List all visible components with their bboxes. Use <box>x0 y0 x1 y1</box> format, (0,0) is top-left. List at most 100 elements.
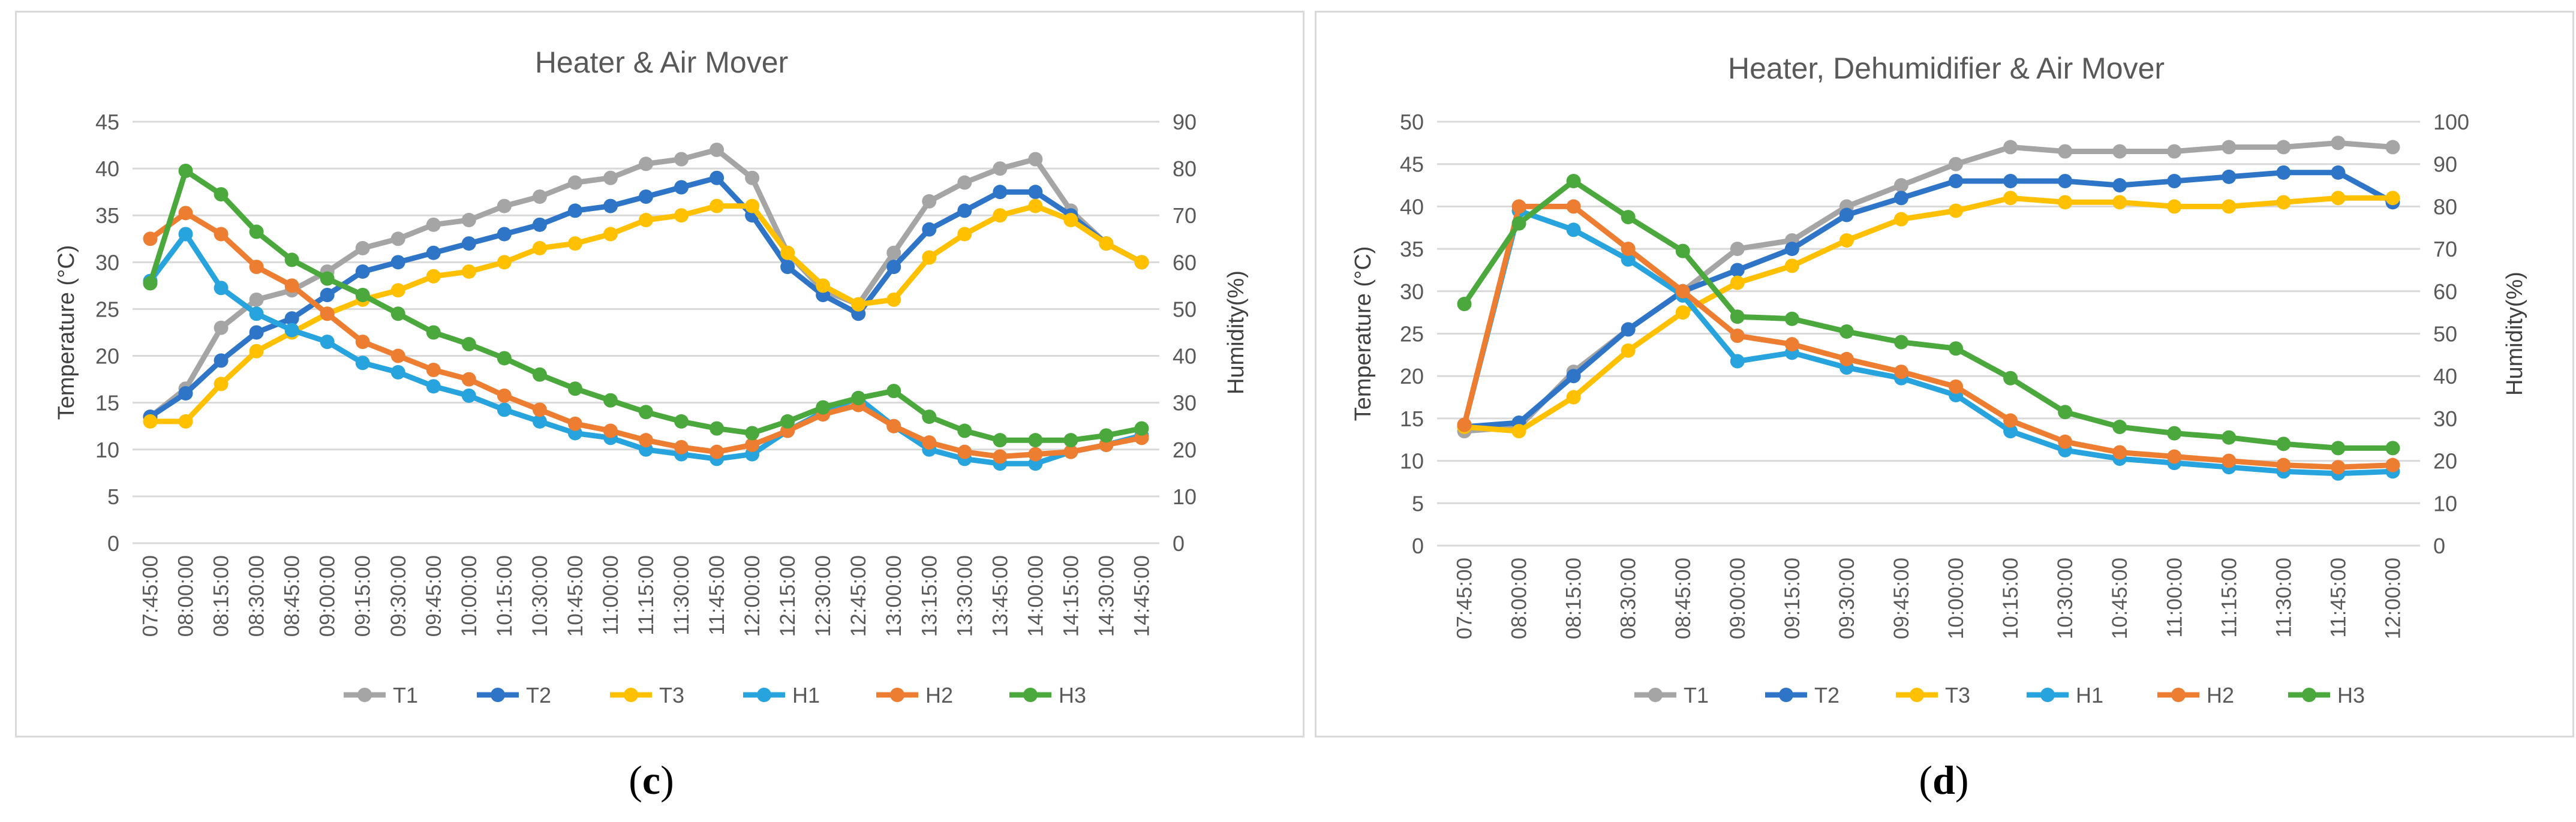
y-tick-label: 45 <box>95 110 119 134</box>
data-point-H3 <box>603 393 618 408</box>
data-point-H3 <box>143 276 158 291</box>
x-tick-label: 09:45:00 <box>1890 558 1913 639</box>
x-tick-label: 09:00:00 <box>316 555 339 637</box>
y2-tick-label: 40 <box>2433 364 2457 389</box>
y2-tick-label: 80 <box>2433 194 2457 219</box>
data-point-H1 <box>497 402 512 417</box>
data-point-T3 <box>1675 305 1690 320</box>
data-point-T1 <box>2331 136 2346 150</box>
x-tick-label: 10:30:00 <box>2054 558 2077 639</box>
data-point-T1 <box>1028 152 1043 167</box>
data-point-H3 <box>497 351 512 366</box>
data-point-H2 <box>1511 199 1526 214</box>
data-point-T1 <box>2003 140 2018 155</box>
data-point-H2 <box>1839 351 1854 366</box>
data-point-H1 <box>461 388 476 403</box>
data-point-T3 <box>1134 255 1149 270</box>
y-axis-label: Temperature (°C) <box>1351 246 1376 421</box>
y-tick-label: 0 <box>107 531 119 556</box>
legend-marker-H2 <box>2171 688 2186 702</box>
data-point-H3 <box>214 187 229 202</box>
data-point-T1 <box>426 217 441 232</box>
data-point-T1 <box>957 175 972 190</box>
data-point-T2 <box>2276 165 2291 180</box>
data-point-T2 <box>603 198 618 213</box>
y-tick-label: 0 <box>1412 534 1424 558</box>
data-point-T1 <box>249 292 264 307</box>
data-point-T3 <box>497 255 512 270</box>
data-point-T2 <box>1566 369 1581 384</box>
data-point-H3 <box>532 367 547 382</box>
data-point-H3 <box>1730 309 1745 324</box>
data-point-H1 <box>320 335 335 350</box>
data-point-T3 <box>249 344 264 359</box>
legend-label-H1: H1 <box>792 683 820 707</box>
data-point-H2 <box>886 418 901 433</box>
x-tick-label: 14:45:00 <box>1130 555 1153 637</box>
chart-d: Heater, Dehumidifier & Air Mover 0 5 10 15 20… <box>1351 52 2527 707</box>
data-point-T1 <box>886 245 901 260</box>
data-point-T1 <box>922 194 937 209</box>
data-point-T2 <box>2058 173 2073 188</box>
y-tick-label: 35 <box>1400 237 1424 261</box>
x-tick-label: 12:15:00 <box>776 555 799 637</box>
legend-label-H2: H2 <box>2207 683 2234 707</box>
x-tick-label: 10:00:00 <box>1944 558 1968 639</box>
data-point-T1 <box>567 175 582 190</box>
x-tick-label: 13:00:00 <box>882 555 906 637</box>
data-point-T2 <box>1893 191 1908 206</box>
data-point-H2 <box>355 335 370 350</box>
legend-label-H3: H3 <box>2337 683 2365 707</box>
data-point-T1 <box>1893 178 1908 193</box>
x-tick-label: 10:15:00 <box>1999 558 2022 639</box>
data-point-H1 <box>178 227 193 242</box>
data-point-T1 <box>2276 140 2291 155</box>
x-tick-label: 11:15:00 <box>635 555 658 636</box>
data-point-H2 <box>426 362 441 377</box>
data-point-T3 <box>1893 212 1908 227</box>
legend-label-T3: T3 <box>659 683 684 707</box>
y2-tick-label: 80 <box>1173 156 1197 181</box>
data-point-H2 <box>532 402 547 417</box>
data-point-H3 <box>1675 243 1690 258</box>
data-point-T2 <box>355 264 370 279</box>
data-point-H2 <box>2058 434 2073 449</box>
data-point-T1 <box>710 142 725 157</box>
x-tick-label: 09:45:00 <box>422 555 446 637</box>
x-tick-label: 11:45:00 <box>705 555 729 636</box>
data-point-H2 <box>2276 457 2291 472</box>
data-point-H2 <box>2222 453 2237 468</box>
data-point-H3 <box>2112 420 2127 435</box>
data-point-T3 <box>214 377 229 392</box>
data-point-T2 <box>674 180 689 195</box>
caption-c: (c) <box>629 757 674 803</box>
x-tick-label: 08:00:00 <box>1508 558 1531 639</box>
data-point-T2 <box>886 260 901 275</box>
data-point-H1 <box>214 281 229 296</box>
series-line-T2 <box>1462 170 2395 430</box>
data-point-H3 <box>1839 324 1854 339</box>
data-point-T3 <box>2003 191 2018 206</box>
data-point-T1 <box>2167 144 2182 159</box>
series-line-H3 <box>148 168 1144 443</box>
data-point-H3 <box>816 400 831 415</box>
legend-label-T1: T1 <box>1684 683 1709 707</box>
data-point-H2 <box>674 439 689 454</box>
data-point-H3 <box>2167 426 2182 441</box>
data-point-T2 <box>497 227 512 242</box>
data-point-H1 <box>390 365 405 380</box>
y-tick-label: 15 <box>1400 407 1424 431</box>
data-point-H2 <box>1893 365 1908 380</box>
data-point-H2 <box>993 449 1008 464</box>
data-point-H2 <box>603 423 618 438</box>
data-point-T2 <box>567 203 582 218</box>
series-line-T3 <box>1462 195 2395 434</box>
data-point-T3 <box>1839 233 1854 248</box>
data-point-H2 <box>745 437 760 452</box>
data-point-T1 <box>355 240 370 255</box>
x-tick-label: 10:45:00 <box>2108 558 2132 639</box>
x-tick-label: 11:30:00 <box>2272 558 2295 638</box>
data-point-H3 <box>284 252 299 267</box>
data-point-T2 <box>1784 242 1799 257</box>
data-point-H2 <box>1457 417 1472 432</box>
